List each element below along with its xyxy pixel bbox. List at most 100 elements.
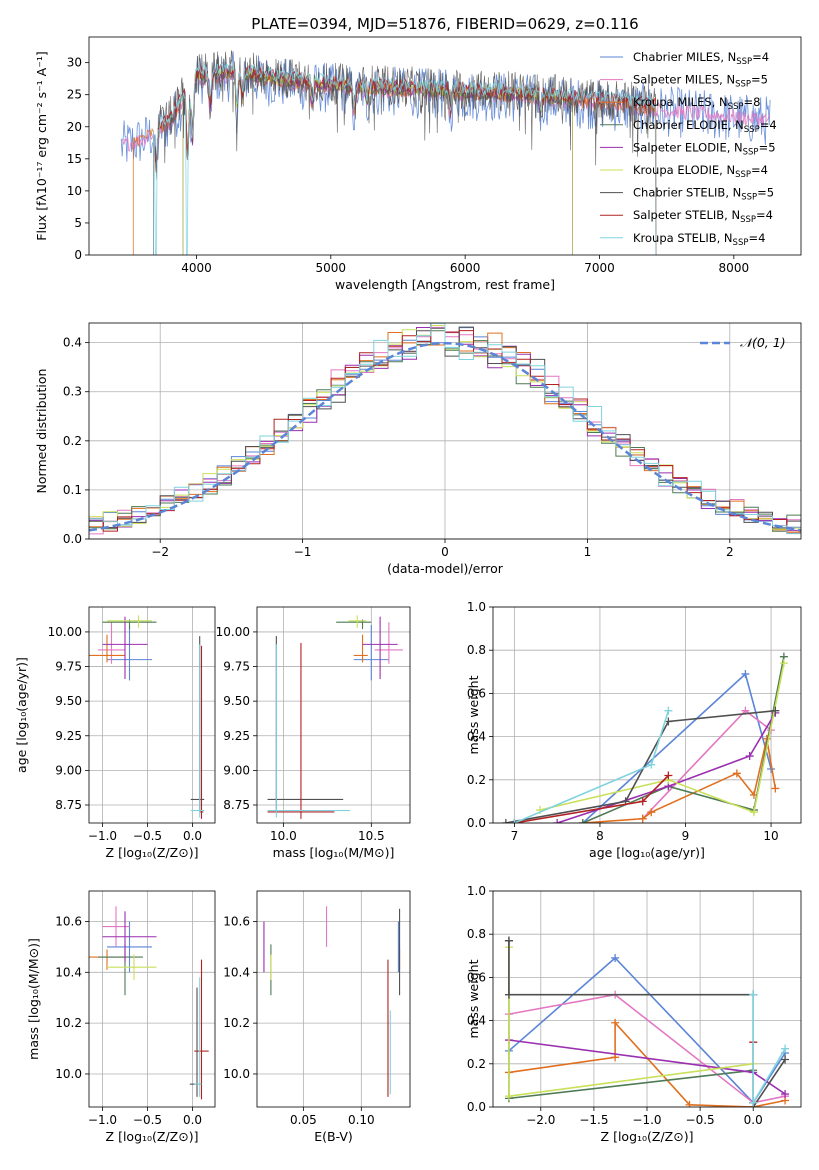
- plus-marker: [781, 1044, 790, 1053]
- y-tick-label: 10: [67, 184, 82, 198]
- plus-marker: [611, 953, 620, 962]
- plot-area: [89, 615, 205, 819]
- x-axis-label: Z [log₁₀(Z/Z⊙)]: [106, 1129, 199, 1144]
- axes-residuals: −2 −1 0 1 2 0.0 0.1 0.2 0.3 0.4 (data-model)/error…: [34, 322, 802, 576]
- x-tick-label: −1.5: [579, 1113, 608, 1127]
- x-axis-label: Z [log₁₀(Z/Z⊙)]: [601, 1129, 694, 1144]
- y-tick-label: 10.4: [55, 965, 82, 979]
- legend-label: Chabrier STELIB, NSSP=5: [633, 186, 774, 203]
- y-tick-label: 0.4: [467, 1014, 486, 1028]
- y-tick-label: 1.0: [467, 884, 486, 898]
- y-tick-label: 0.1: [63, 483, 82, 497]
- y-tick-label: 10.6: [55, 914, 82, 928]
- axes-frame: [256, 890, 411, 1108]
- x-tick-label: 7: [511, 829, 519, 843]
- y-tick-label: 0.2: [63, 434, 82, 448]
- y-tick-label: 0.6: [467, 970, 486, 984]
- mass-weight-line: [514, 710, 670, 823]
- x-axis-label: Z [log₁₀(Z/Z⊙)]: [106, 845, 199, 860]
- plus-marker: [749, 808, 758, 817]
- x-tick-label: 10.0: [270, 829, 297, 843]
- x-tick-label: −0.5: [686, 1113, 715, 1127]
- y-tick-label: 10.00: [216, 625, 250, 639]
- x-tick-label: 10.5: [358, 829, 385, 843]
- y-axis-label: mass weight: [466, 959, 481, 1038]
- y-tick-label: 9.50: [55, 694, 82, 708]
- plus-marker: [781, 1055, 790, 1064]
- axes-mass_weight_vs_Z: −2.0 −1.5 −1.0 −0.5 0.0 0.0 0.2 0.4 0.6 0.8 1.0 Z […: [466, 884, 802, 1144]
- mass-weight-line: [505, 709, 776, 823]
- y-tick-label: 10.4: [223, 965, 250, 979]
- mass-weight-line: [539, 663, 785, 814]
- plot-area: [89, 323, 801, 535]
- y-tick-label: 0.8: [467, 927, 486, 941]
- y-tick-label: 0.0: [467, 816, 486, 830]
- legend-label: Chabrier ELODIE, NSSP=4: [633, 118, 777, 135]
- plus-marker: [638, 814, 647, 823]
- x-tick-label: −2: [151, 545, 169, 559]
- figure-title: PLATE=0394, MJD=51876, FIBERID=0629, z=0…: [251, 15, 638, 33]
- legend-label: Kroupa ELODIE, NSSP=4: [633, 163, 768, 180]
- x-axis-label: wavelength [Angstrom, rest frame]: [335, 277, 555, 292]
- plot-area: [120, 50, 771, 255]
- x-tick-label: 8: [596, 829, 604, 843]
- y-axis-label: mass weight: [466, 675, 481, 754]
- x-tick-label: 8000: [719, 261, 750, 275]
- x-tick-label: 0.0: [183, 1113, 202, 1127]
- spectrum-line: [120, 51, 771, 173]
- legend-label: 𝒩(0, 1): [740, 335, 786, 350]
- plus-marker: [611, 1018, 620, 1027]
- y-axis-label: Normed distribution: [34, 369, 49, 494]
- y-tick-label: 0.2: [467, 773, 486, 787]
- x-tick-label: −1.0: [88, 829, 117, 843]
- axes-mass_weight_vs_age: 7 8 9 10 0.0 0.2 0.4 0.6 0.8 1.0 age [log₁₀(age/yr…: [466, 600, 802, 860]
- y-tick-label: 10.6: [223, 914, 250, 928]
- y-tick-label: 0.4: [63, 336, 82, 350]
- y-tick-label: 9.00: [55, 763, 82, 777]
- plus-marker: [504, 936, 513, 945]
- plot-area: [504, 936, 790, 1107]
- plus-marker: [749, 990, 758, 999]
- plus-marker: [745, 752, 754, 761]
- x-tick-label: 0.0: [183, 829, 202, 843]
- legend-label: Chabrier MILES, NSSP=4: [633, 50, 769, 67]
- y-tick-label: 9.25: [223, 729, 250, 743]
- x-axis-label: age [log₁₀(age/yr)]: [589, 845, 705, 860]
- x-tick-label: 5000: [316, 261, 347, 275]
- axes-age_vs_Z: −1.0 −0.5 0.0 8.75 9.00 9.25 9.50 9.75 10.00 Z [l…: [14, 606, 216, 860]
- y-tick-label: 0.0: [467, 1100, 486, 1114]
- y-tick-label: 10.0: [55, 1067, 82, 1081]
- axes-frame: [88, 890, 216, 1108]
- y-tick-label: 30: [67, 56, 82, 70]
- plus-marker: [664, 771, 673, 780]
- y-tick-label: 0: [74, 248, 82, 262]
- y-tick-label: 8.75: [223, 798, 250, 812]
- plot-area: [267, 615, 403, 819]
- y-tick-label: 8.75: [55, 798, 82, 812]
- x-tick-label: 4000: [181, 261, 212, 275]
- x-tick-label: 2: [726, 545, 734, 559]
- plus-marker: [510, 819, 519, 823]
- axes-spectrum: 4000 5000 6000 7000 8000 0 5 10 15 20 25 30 waveleng…: [34, 36, 802, 292]
- mass-weight-line: [752, 994, 786, 1106]
- y-tick-label: 9.00: [223, 763, 250, 777]
- x-tick-label: 9: [682, 829, 690, 843]
- mass-weight-line: [556, 712, 776, 823]
- x-tick-label: 7000: [584, 261, 615, 275]
- plot-area: [501, 652, 788, 823]
- y-tick-label: 0.6: [467, 686, 486, 700]
- x-axis-label: mass [log₁₀(M/M⊙)]: [273, 845, 395, 860]
- x-tick-label: −2.0: [526, 1113, 555, 1127]
- legend-label: Kroupa MILES, NSSP=8: [633, 95, 760, 112]
- y-tick-label: 9.50: [223, 694, 250, 708]
- x-axis-label: E(B-V): [314, 1129, 353, 1144]
- x-tick-label: −0.5: [133, 1113, 162, 1127]
- y-tick-label: 9.75: [55, 660, 82, 674]
- plus-marker: [732, 769, 741, 778]
- y-axis-label: Flux [fλ10⁻¹⁷ erg cm⁻² s⁻¹ A⁻¹]: [34, 51, 49, 240]
- x-tick-label: 10: [763, 829, 778, 843]
- axes-frame: [492, 890, 802, 1108]
- plus-marker: [741, 669, 750, 678]
- plus-marker: [638, 797, 647, 806]
